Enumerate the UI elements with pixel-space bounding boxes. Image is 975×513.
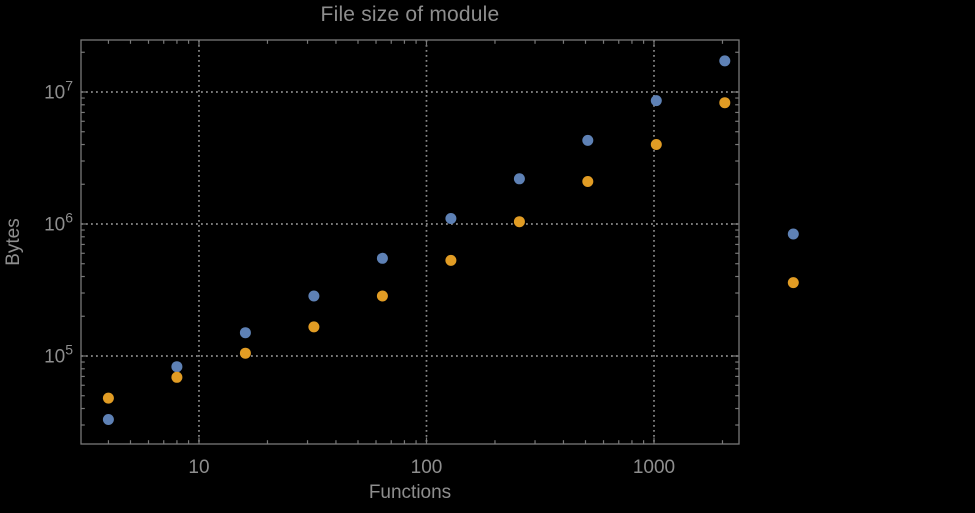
data-point-series-orange — [445, 254, 457, 266]
data-point-series-blue — [513, 173, 525, 185]
data-point-series-blue — [239, 327, 251, 339]
x-tick-label-100: 100 — [411, 457, 443, 478]
data-point-series-orange — [239, 347, 251, 359]
data-point-series-blue — [445, 213, 457, 224]
data-point-series-orange — [102, 392, 114, 404]
data-point-series-orange — [582, 176, 594, 187]
data-point-series-blue — [650, 95, 662, 107]
data-point-series-orange — [171, 371, 183, 383]
x-tick-label-1000: 1000 — [633, 457, 675, 478]
y-axis-label: Bytes — [3, 218, 24, 266]
chart-title: File size of module — [320, 3, 500, 26]
y-tick-label-1e7: 107 — [44, 77, 73, 103]
data-point-series-blue — [308, 290, 320, 302]
data-point-series-blue — [171, 361, 183, 373]
data-point-series-orange — [719, 97, 731, 109]
y-tick-label-1e5: 105 — [44, 341, 73, 367]
data-point-series-orange — [376, 290, 388, 302]
y-tick-label-1e6: 106 — [44, 209, 73, 235]
x-tick-label-10: 10 — [188, 457, 209, 478]
data-point-series-blue — [102, 414, 114, 425]
data-point-series-orange — [787, 277, 799, 289]
data-point-series-blue — [376, 252, 388, 264]
plot-frame — [80, 39, 740, 445]
data-point-series-blue — [582, 134, 594, 146]
data-point-series-orange — [513, 216, 525, 228]
data-point-series-blue — [719, 55, 731, 67]
data-point-series-orange — [308, 321, 320, 333]
x-axis-label: Functions — [368, 482, 452, 503]
data-point-series-orange — [650, 139, 662, 150]
data-point-series-blue — [787, 228, 799, 240]
